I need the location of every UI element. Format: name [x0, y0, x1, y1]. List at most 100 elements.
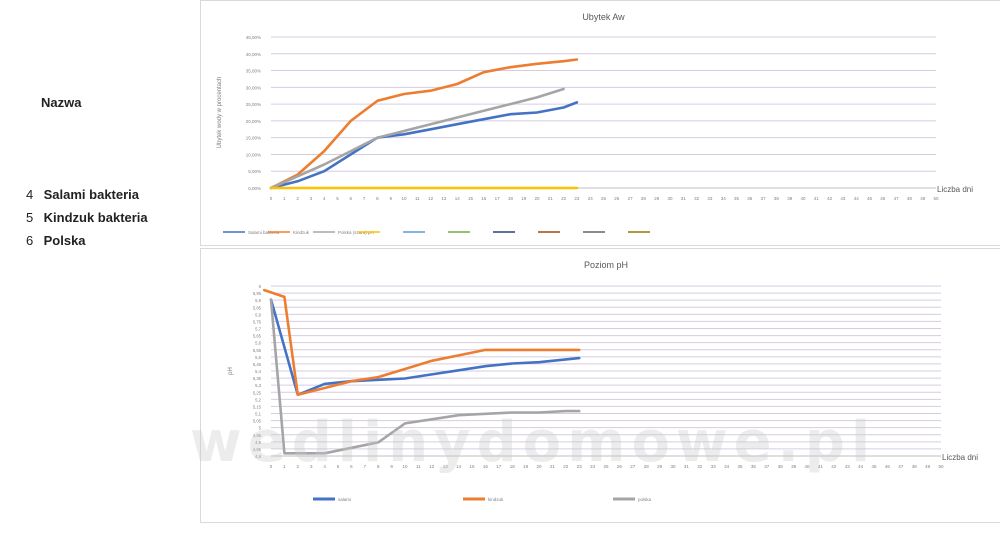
x-tick-label: 33: [711, 464, 717, 469]
chart-water-loss[interactable]: Ubytek Aw 0,00% 5,00% 10,00% 15,00% 20,00% 25,…: [200, 0, 1000, 246]
x-tick-label: 38: [774, 196, 780, 201]
x-tick-label: 27: [628, 196, 634, 201]
y-tick-label: 5,95: [253, 291, 262, 296]
x-tick-label: 1: [283, 464, 286, 469]
legend-label: Polska (szara) pH: [338, 230, 374, 235]
x-tick-label: 16: [481, 196, 487, 201]
x-tick-label: 14: [456, 464, 462, 469]
x-tick-label: 28: [644, 464, 650, 469]
y-tick-label: 5,75: [253, 319, 262, 324]
x-tick-label: 9: [389, 196, 392, 201]
x-tick-label: 46: [880, 196, 886, 201]
y-tick-label: 5,25: [253, 390, 262, 395]
x-tick-label: 39: [791, 464, 797, 469]
x-tick-label: 4: [323, 196, 326, 201]
x-tick-label: 36: [747, 196, 753, 201]
x-tick-label: 31: [684, 464, 690, 469]
x-tick-label: 32: [697, 464, 703, 469]
sidebar-item: 5 Kindzuk bakteria: [26, 209, 148, 232]
x-tick-label: 25: [603, 464, 609, 469]
x-tick-label: 29: [654, 196, 660, 201]
legend-label: kindzuk: [488, 497, 504, 502]
y-tick-label: 5,15: [253, 404, 262, 409]
x-tick-label: 0: [270, 464, 273, 469]
y-tick-label: 5,9: [255, 298, 261, 303]
x-tick-label: 40: [804, 464, 810, 469]
x-tick-label: 42: [831, 464, 837, 469]
item-label: Kindzuk bakteria: [43, 210, 148, 225]
y-tick-label: 35,00%: [246, 69, 261, 74]
x-tick-label: 44: [858, 464, 864, 469]
x-tick-label: 25: [601, 196, 607, 201]
y-tick-label: 5,4: [255, 369, 261, 374]
x-tick-label: 41: [814, 196, 820, 201]
x-tick-label: 37: [761, 196, 767, 201]
x-tick-label: 50: [938, 464, 944, 469]
y-tick-label: 45,00%: [246, 35, 261, 40]
chart-water-loss-svg: Ubytek Aw 0,00% 5,00% 10,00% 15,00% 20,00% 25,…: [217, 12, 973, 235]
item-number: 4: [26, 187, 34, 202]
x-tick-label: 8: [377, 464, 380, 469]
y-axis-label: pH: [228, 367, 234, 375]
x-tick-label: 12: [429, 464, 435, 469]
x-tick-label: 15: [469, 464, 475, 469]
x-tick-label: 50: [933, 196, 939, 201]
x-tick-label: 34: [721, 196, 727, 201]
y-tick-label: 10,00%: [246, 152, 261, 157]
x-tick-label: 36: [751, 464, 757, 469]
x-tick-label: 0: [270, 196, 273, 201]
y-tick-label: 5,55: [253, 348, 262, 353]
y-tick-label: 5,05: [253, 419, 262, 424]
x-tick-label: 12: [428, 196, 434, 201]
y-tick-label: 40,00%: [246, 52, 261, 57]
y-tick-label: 25,00%: [246, 102, 261, 107]
x-axis-label: Liczba dni: [937, 185, 973, 194]
x-tick-label: 3: [310, 464, 313, 469]
x-tick-label: 19: [523, 464, 529, 469]
x-tick-label: 6: [350, 196, 353, 201]
x-tick-label: 9: [390, 464, 393, 469]
sidebar-title: Nazwa: [41, 95, 82, 110]
series-line: [269, 101, 579, 190]
y-tick-label: 6: [259, 284, 262, 289]
x-tick-label: 26: [617, 464, 623, 469]
x-tick-label: 1: [283, 196, 286, 201]
series-line: [269, 58, 579, 190]
x-tick-label: 20: [536, 464, 542, 469]
x-tick-label: 47: [898, 464, 904, 469]
x-tick-label: 4: [323, 464, 326, 469]
y-tick-label: 4,9: [255, 440, 261, 445]
x-tick-label: 19: [521, 196, 527, 201]
x-tick-label: 34: [724, 464, 730, 469]
x-tick-label: 17: [495, 196, 501, 201]
y-tick-label: 5,1: [255, 412, 261, 417]
x-tick-label: 46: [885, 464, 891, 469]
x-tick-label: 43: [845, 464, 851, 469]
x-tick-label: 48: [912, 464, 918, 469]
y-tick-label: 5,6: [255, 341, 261, 346]
x-tick-label: 45: [871, 464, 877, 469]
x-tick-label: 41: [818, 464, 824, 469]
x-tick-label: 13: [443, 464, 449, 469]
x-tick-label: 33: [707, 196, 713, 201]
x-tick-label: 5: [337, 464, 340, 469]
y-tick-label: 15,00%: [246, 136, 261, 141]
x-tick-label: 15: [468, 196, 474, 201]
x-tick-label: 38: [778, 464, 784, 469]
x-tick-label: 39: [787, 196, 793, 201]
y-tick-label: 5,7: [255, 327, 261, 332]
x-tick-label: 2: [297, 464, 300, 469]
x-tick-label: 49: [925, 464, 931, 469]
x-tick-label: 47: [894, 196, 900, 201]
y-tick-label: 4,85: [253, 447, 262, 452]
x-tick-label: 27: [630, 464, 636, 469]
x-tick-label: 49: [920, 196, 926, 201]
x-tick-label: 23: [574, 196, 580, 201]
x-tick-label: 28: [641, 196, 647, 201]
y-tick-label: 5,2: [255, 397, 261, 402]
series-line: [269, 298, 581, 455]
chart-ph-level[interactable]: Poziom pH 4,8 4,85 4,9 4,95 5 5,05 5,1 5,15 5,2 5,…: [200, 248, 1000, 523]
x-tick-label: 30: [670, 464, 676, 469]
x-tick-label: 18: [508, 196, 514, 201]
item-number: 6: [26, 233, 34, 248]
